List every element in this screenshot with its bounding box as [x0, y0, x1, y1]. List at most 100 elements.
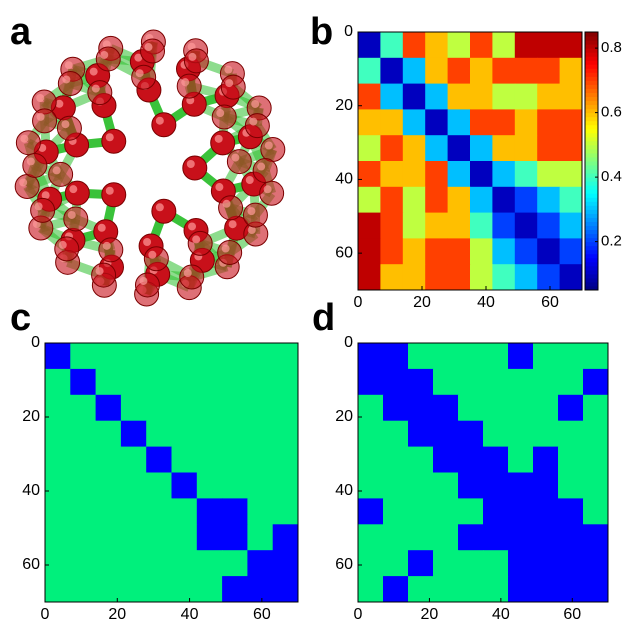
matrix-cell: [492, 83, 516, 110]
matrix-cell: [358, 32, 381, 59]
matrix-cell: [583, 394, 609, 422]
matrix-cell: [402, 212, 426, 239]
matrix-cell: [583, 472, 609, 499]
atom: [54, 236, 80, 262]
matrix-cell: [272, 524, 299, 551]
atom-highlight: [36, 93, 45, 102]
matrix-cell: [70, 576, 97, 603]
x-tick-label: 20: [413, 294, 431, 311]
atom: [210, 130, 236, 156]
atom: [151, 112, 177, 138]
atom: [14, 173, 40, 199]
matrix-cell: [222, 368, 248, 396]
matrix-cell: [408, 343, 434, 370]
matrix-cell: [537, 238, 561, 265]
matrix-cell: [171, 368, 198, 396]
atom: [179, 264, 205, 290]
colorbar-segment: [585, 140, 598, 146]
matrix-cell: [272, 446, 299, 473]
atom-highlight: [214, 134, 223, 143]
matrix-cell: [95, 343, 122, 370]
matrix-cell: [380, 83, 404, 110]
matrix-cell: [402, 186, 426, 214]
atom: [176, 73, 202, 99]
colorbar-segment: [585, 132, 598, 138]
atom: [30, 197, 56, 223]
matrix-cell: [483, 343, 509, 370]
matrix-cell: [514, 212, 538, 239]
matrix-cell: [533, 498, 559, 525]
atom-highlight: [192, 235, 201, 244]
matrix-cell: [120, 343, 147, 370]
colorbar-segment: [585, 257, 598, 263]
matrix-cell: [447, 161, 471, 188]
matrix-cell: [196, 550, 223, 577]
atom-highlight: [34, 202, 43, 211]
colorbar-segment: [585, 112, 598, 118]
matrix-cell: [514, 83, 538, 110]
colorbar-segment: [585, 253, 598, 259]
matrix-cell: [408, 498, 434, 525]
matrix-cell: [533, 343, 559, 370]
colorbar-tick-label: 0.4: [601, 168, 622, 185]
matrix-cell: [483, 420, 509, 448]
colorbar-segment: [585, 156, 598, 162]
colorbar-segment: [585, 265, 598, 271]
matrix-cell: [559, 83, 583, 110]
colorbar-segment: [585, 44, 598, 49]
matrix-cell: [483, 472, 509, 499]
matrix-cell: [196, 420, 223, 448]
matrix-cell: [383, 394, 409, 422]
matrix-cell: [537, 135, 561, 162]
matrix-cell: [583, 550, 609, 577]
matrix-cell: [492, 57, 516, 85]
plot-frame: [357, 31, 583, 291]
matrix-cell: [537, 186, 561, 214]
matrix-cell: [433, 394, 459, 422]
matrix-cell: [222, 576, 248, 603]
matrix-cell: [196, 472, 223, 499]
matrix-cell: [425, 264, 449, 291]
matrix-cell: [358, 576, 384, 603]
matrix-cell: [272, 368, 299, 396]
colorbar-segment: [585, 249, 598, 255]
matrix-cell: [146, 472, 172, 499]
atom-highlight: [95, 267, 104, 276]
matrix-cell: [492, 32, 516, 59]
plot-frame: [44, 342, 299, 603]
atom-highlight: [228, 220, 237, 229]
matrix-cell: [483, 524, 509, 551]
matrix-cell: [492, 135, 516, 162]
atom-highlight: [55, 99, 64, 108]
matrix-cell: [222, 524, 248, 551]
atom: [134, 272, 160, 298]
matrix-cell: [537, 212, 561, 239]
matrix-cell: [222, 446, 248, 473]
matrix-cell: [358, 186, 381, 214]
matrix-cell: [533, 576, 559, 603]
matrix-cell: [247, 472, 274, 499]
matrix-cell: [45, 420, 71, 448]
matrix-cell: [120, 576, 147, 603]
atom-highlight: [155, 116, 164, 125]
atom-highlight: [221, 244, 230, 253]
colorbar-segment: [585, 185, 598, 190]
x-tick-label: 60: [253, 606, 271, 623]
atom-highlight: [134, 53, 143, 62]
atom: [140, 38, 166, 64]
matrix-cell: [508, 524, 534, 551]
matrix-cell: [492, 238, 516, 265]
matrix-cell: [383, 498, 409, 525]
matrix-cell: [425, 186, 449, 214]
panel-label: b: [310, 11, 333, 53]
matrix-cell: [425, 161, 449, 188]
matrix-cell: [492, 186, 516, 214]
colorbar-segment: [585, 68, 598, 73]
atom-highlight: [231, 153, 240, 162]
matrix-cell: [558, 368, 584, 396]
matrix-cell: [70, 524, 97, 551]
matrix-cell: [508, 446, 534, 473]
matrix-cell: [508, 576, 534, 603]
colorbar-segment: [585, 233, 598, 239]
matrix-cell: [120, 394, 147, 422]
